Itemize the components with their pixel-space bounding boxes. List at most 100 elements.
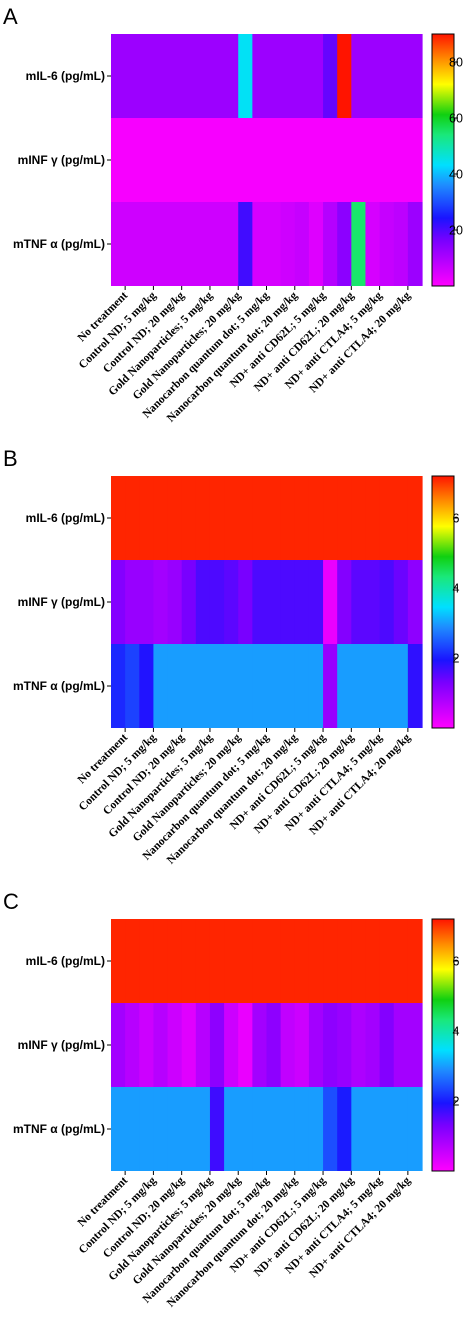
heatmap-cell xyxy=(337,1003,352,1087)
heatmap-cell xyxy=(308,1087,324,1171)
heatmap-cell xyxy=(365,476,381,560)
heatmap-cell xyxy=(308,644,324,728)
colorbar-tick-label: 40 xyxy=(449,168,463,182)
row-label: mIL-6 (pg/mL) xyxy=(26,69,105,83)
heatmap-cell xyxy=(238,1087,253,1171)
heatmap-cell xyxy=(266,118,282,202)
heatmap-cell xyxy=(125,560,140,644)
heatmap-cell xyxy=(280,1087,296,1171)
heatmap-cell xyxy=(224,476,239,560)
heatmap-cell xyxy=(407,919,423,1003)
heatmap-cell xyxy=(111,644,126,728)
heatmap-cell xyxy=(238,202,253,286)
heatmap-cell xyxy=(181,476,197,560)
heatmap-cell xyxy=(323,202,338,286)
heatmap-cell xyxy=(111,1087,126,1171)
heatmap-cell xyxy=(407,202,423,286)
heatmap-cell xyxy=(393,560,409,644)
heatmap-cell xyxy=(407,34,423,118)
heatmap-cell xyxy=(379,34,395,118)
heatmap-cell xyxy=(167,1087,183,1171)
heatmap-cell xyxy=(209,1087,225,1171)
colorbar-tick-label: 2 xyxy=(453,1095,460,1109)
heatmap-cell xyxy=(365,34,381,118)
colorbar-tick-label: 4 xyxy=(453,582,460,596)
heatmap-cell xyxy=(238,34,253,118)
heatmap-cell xyxy=(125,644,140,728)
colorbar-tick-label: 6 xyxy=(453,955,460,969)
heatmap-cell xyxy=(266,1003,282,1087)
heatmap-cell xyxy=(167,1003,183,1087)
heatmap-cell xyxy=(139,560,155,644)
heatmap-cell xyxy=(209,34,225,118)
heatmap-cell xyxy=(139,1087,155,1171)
heatmap-cell xyxy=(181,202,197,286)
heatmap-cell xyxy=(379,644,395,728)
heatmap-cell xyxy=(125,202,140,286)
heatmap-cell xyxy=(280,919,296,1003)
heatmap-cell xyxy=(337,560,352,644)
heatmap-cell xyxy=(111,34,126,118)
heatmap-cell xyxy=(393,1003,409,1087)
heatmap-cell xyxy=(280,202,296,286)
heatmap-cell xyxy=(224,1003,239,1087)
colorbar xyxy=(431,475,455,729)
heatmap-cell xyxy=(323,560,338,644)
heatmap-cell xyxy=(111,118,126,202)
heatmap-cell xyxy=(351,560,367,644)
heatmap-cell xyxy=(323,1003,338,1087)
heatmap-cell xyxy=(294,476,310,560)
heatmap-cell xyxy=(294,1003,310,1087)
heatmap-cell xyxy=(224,919,239,1003)
heatmap-cell xyxy=(393,1087,409,1171)
heatmap-cell xyxy=(209,1003,225,1087)
row-label: mIL-6 (pg/mL) xyxy=(26,954,105,968)
heatmap-cell xyxy=(379,1087,395,1171)
heatmap-cell xyxy=(167,919,183,1003)
heatmap-cell xyxy=(195,202,211,286)
heatmap-cell xyxy=(238,476,253,560)
heatmap-cell xyxy=(195,644,211,728)
heatmap-cell xyxy=(209,919,225,1003)
heatmap-cell xyxy=(308,202,324,286)
heatmap-cell xyxy=(351,34,367,118)
heatmap-cell xyxy=(393,644,409,728)
heatmap-cell xyxy=(181,1087,197,1171)
heatmap-cell xyxy=(153,476,169,560)
heatmap-cell xyxy=(280,476,296,560)
heatmap-cell xyxy=(407,644,423,728)
colorbar xyxy=(431,33,455,287)
heatmap-cell xyxy=(351,202,367,286)
heatmap-cell xyxy=(294,34,310,118)
heatmap-cell xyxy=(153,118,169,202)
heatmap-cell xyxy=(139,1003,155,1087)
heatmap-cell xyxy=(125,919,140,1003)
heatmap-cell xyxy=(153,644,169,728)
heatmap-cell xyxy=(224,1087,239,1171)
heatmap-cell xyxy=(379,1003,395,1087)
heatmap-cell xyxy=(407,560,423,644)
heatmap-cell xyxy=(195,34,211,118)
heatmap-cell xyxy=(209,118,225,202)
heatmap-cell xyxy=(238,118,253,202)
heatmap-cell xyxy=(294,560,310,644)
row-label: mINF γ (pg/mL) xyxy=(18,595,105,609)
heatmap-cell xyxy=(111,560,126,644)
heatmap-cell xyxy=(323,919,338,1003)
heatmap-cell xyxy=(238,919,253,1003)
heatmap-cell xyxy=(266,202,282,286)
heatmap-cell xyxy=(323,34,338,118)
heatmap-cell xyxy=(280,1003,296,1087)
heatmap-cell xyxy=(195,919,211,1003)
heatmap-cell xyxy=(195,560,211,644)
heatmap-cell xyxy=(323,644,338,728)
row-label: mTNF α (pg/mL) xyxy=(13,679,105,693)
heatmap-cell xyxy=(252,1087,268,1171)
heatmap-cell xyxy=(308,34,324,118)
heatmap-cell xyxy=(308,476,324,560)
heatmap-cell xyxy=(153,1003,169,1087)
heatmap-cell xyxy=(224,560,239,644)
heatmap-cell xyxy=(407,476,423,560)
